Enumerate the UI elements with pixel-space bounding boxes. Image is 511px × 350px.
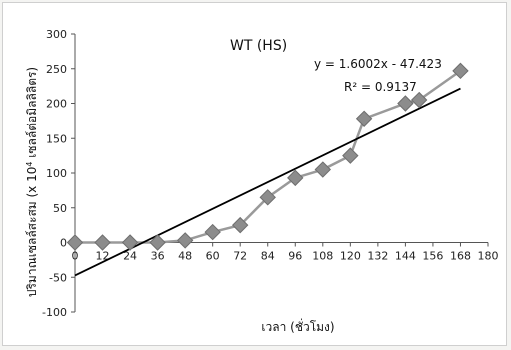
y-axis-title-part1: ปริมาณเซลล์สะสม (x 10 — [25, 167, 39, 297]
y-tick-label: 0 — [60, 237, 67, 250]
data-point-marker — [121, 234, 139, 251]
data-point-marker — [342, 147, 359, 164]
x-tick-label: 12 — [96, 250, 110, 263]
x-tick-label: 156 — [422, 250, 443, 263]
x-tick-label: 180 — [478, 250, 499, 263]
x-tick-label: 48 — [178, 250, 192, 263]
data-point-marker — [314, 161, 332, 178]
x-tick-label: 24 — [123, 250, 137, 263]
data-point-marker — [397, 95, 414, 112]
chart-frame — [2, 2, 507, 346]
data-point-marker — [452, 62, 469, 80]
x-tick-label: 120 — [340, 250, 361, 263]
y-axis-title-part2: เซลล์ต่อมิลลิลิตร) — [25, 67, 39, 162]
y-tick-label: 100 — [46, 167, 67, 180]
y-axis-title-sup: 4 — [25, 162, 34, 167]
data-point-marker — [149, 234, 166, 251]
data-point-marker — [66, 234, 84, 251]
data-point-marker — [287, 169, 304, 187]
trendline-equation: y = 1.6002x - 47.423 — [314, 57, 442, 71]
data-point-marker — [231, 216, 249, 234]
y-tick-label: 150 — [46, 132, 67, 145]
trendline — [74, 87, 461, 277]
x-tick-label: 72 — [233, 250, 247, 263]
data-point-marker — [355, 110, 373, 127]
x-tick-label: 96 — [288, 250, 302, 263]
data-point-marker — [94, 234, 111, 251]
chart-title: WT (HS) — [230, 38, 287, 54]
x-tick-label: 108 — [312, 250, 333, 263]
r-squared-label: R² = 0.9137 — [344, 80, 417, 94]
y-tick-label: 200 — [46, 98, 67, 111]
y-axis-title: ปริมาณเซลล์สะสม (x 104 เซลล์ต่อมิลลิลิตร… — [25, 67, 40, 297]
series-line — [75, 69, 462, 244]
data-point-marker — [204, 223, 221, 241]
x-tick-label: 144 — [395, 250, 416, 263]
x-tick-label: 36 — [151, 250, 165, 263]
svg-text:ปริมาณเซลล์สะสม (x 104 เซลล์ต่: ปริมาณเซลล์สะสม (x 104 เซลล์ต่อมิลลิลิตร… — [25, 67, 40, 297]
data-point-marker — [410, 91, 428, 109]
y-tick-label: 300 — [46, 28, 67, 41]
x-tick-label: 132 — [367, 250, 388, 263]
data-point-marker — [176, 232, 194, 249]
y-tick-label: -100 — [42, 306, 67, 319]
y-tick-label: 250 — [46, 63, 67, 76]
y-tick-label: 50 — [53, 202, 67, 215]
x-tick-label: 0 — [72, 250, 79, 263]
x-tick-label: 84 — [261, 250, 275, 263]
x-tick-label: 60 — [206, 250, 220, 263]
y-tick-label: -50 — [49, 271, 67, 284]
x-tick-label: 168 — [450, 250, 471, 263]
x-axis-title: เวลา (ชั่วโมง) — [261, 318, 334, 334]
data-point-marker — [259, 189, 276, 206]
